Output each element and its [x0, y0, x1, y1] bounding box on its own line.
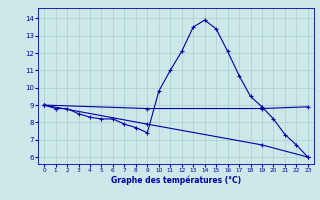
X-axis label: Graphe des températures (°C): Graphe des températures (°C) [111, 176, 241, 185]
